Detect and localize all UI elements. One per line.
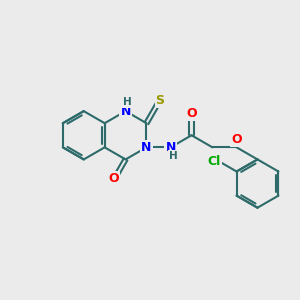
Text: O: O — [109, 172, 119, 185]
Text: O: O — [186, 107, 197, 120]
Text: Cl: Cl — [208, 155, 221, 168]
Text: N: N — [120, 105, 131, 118]
Text: O: O — [231, 133, 242, 146]
Text: S: S — [155, 94, 164, 107]
Text: H: H — [123, 97, 132, 107]
Text: N: N — [165, 141, 176, 154]
Text: N: N — [141, 141, 152, 154]
Text: H: H — [169, 151, 178, 161]
